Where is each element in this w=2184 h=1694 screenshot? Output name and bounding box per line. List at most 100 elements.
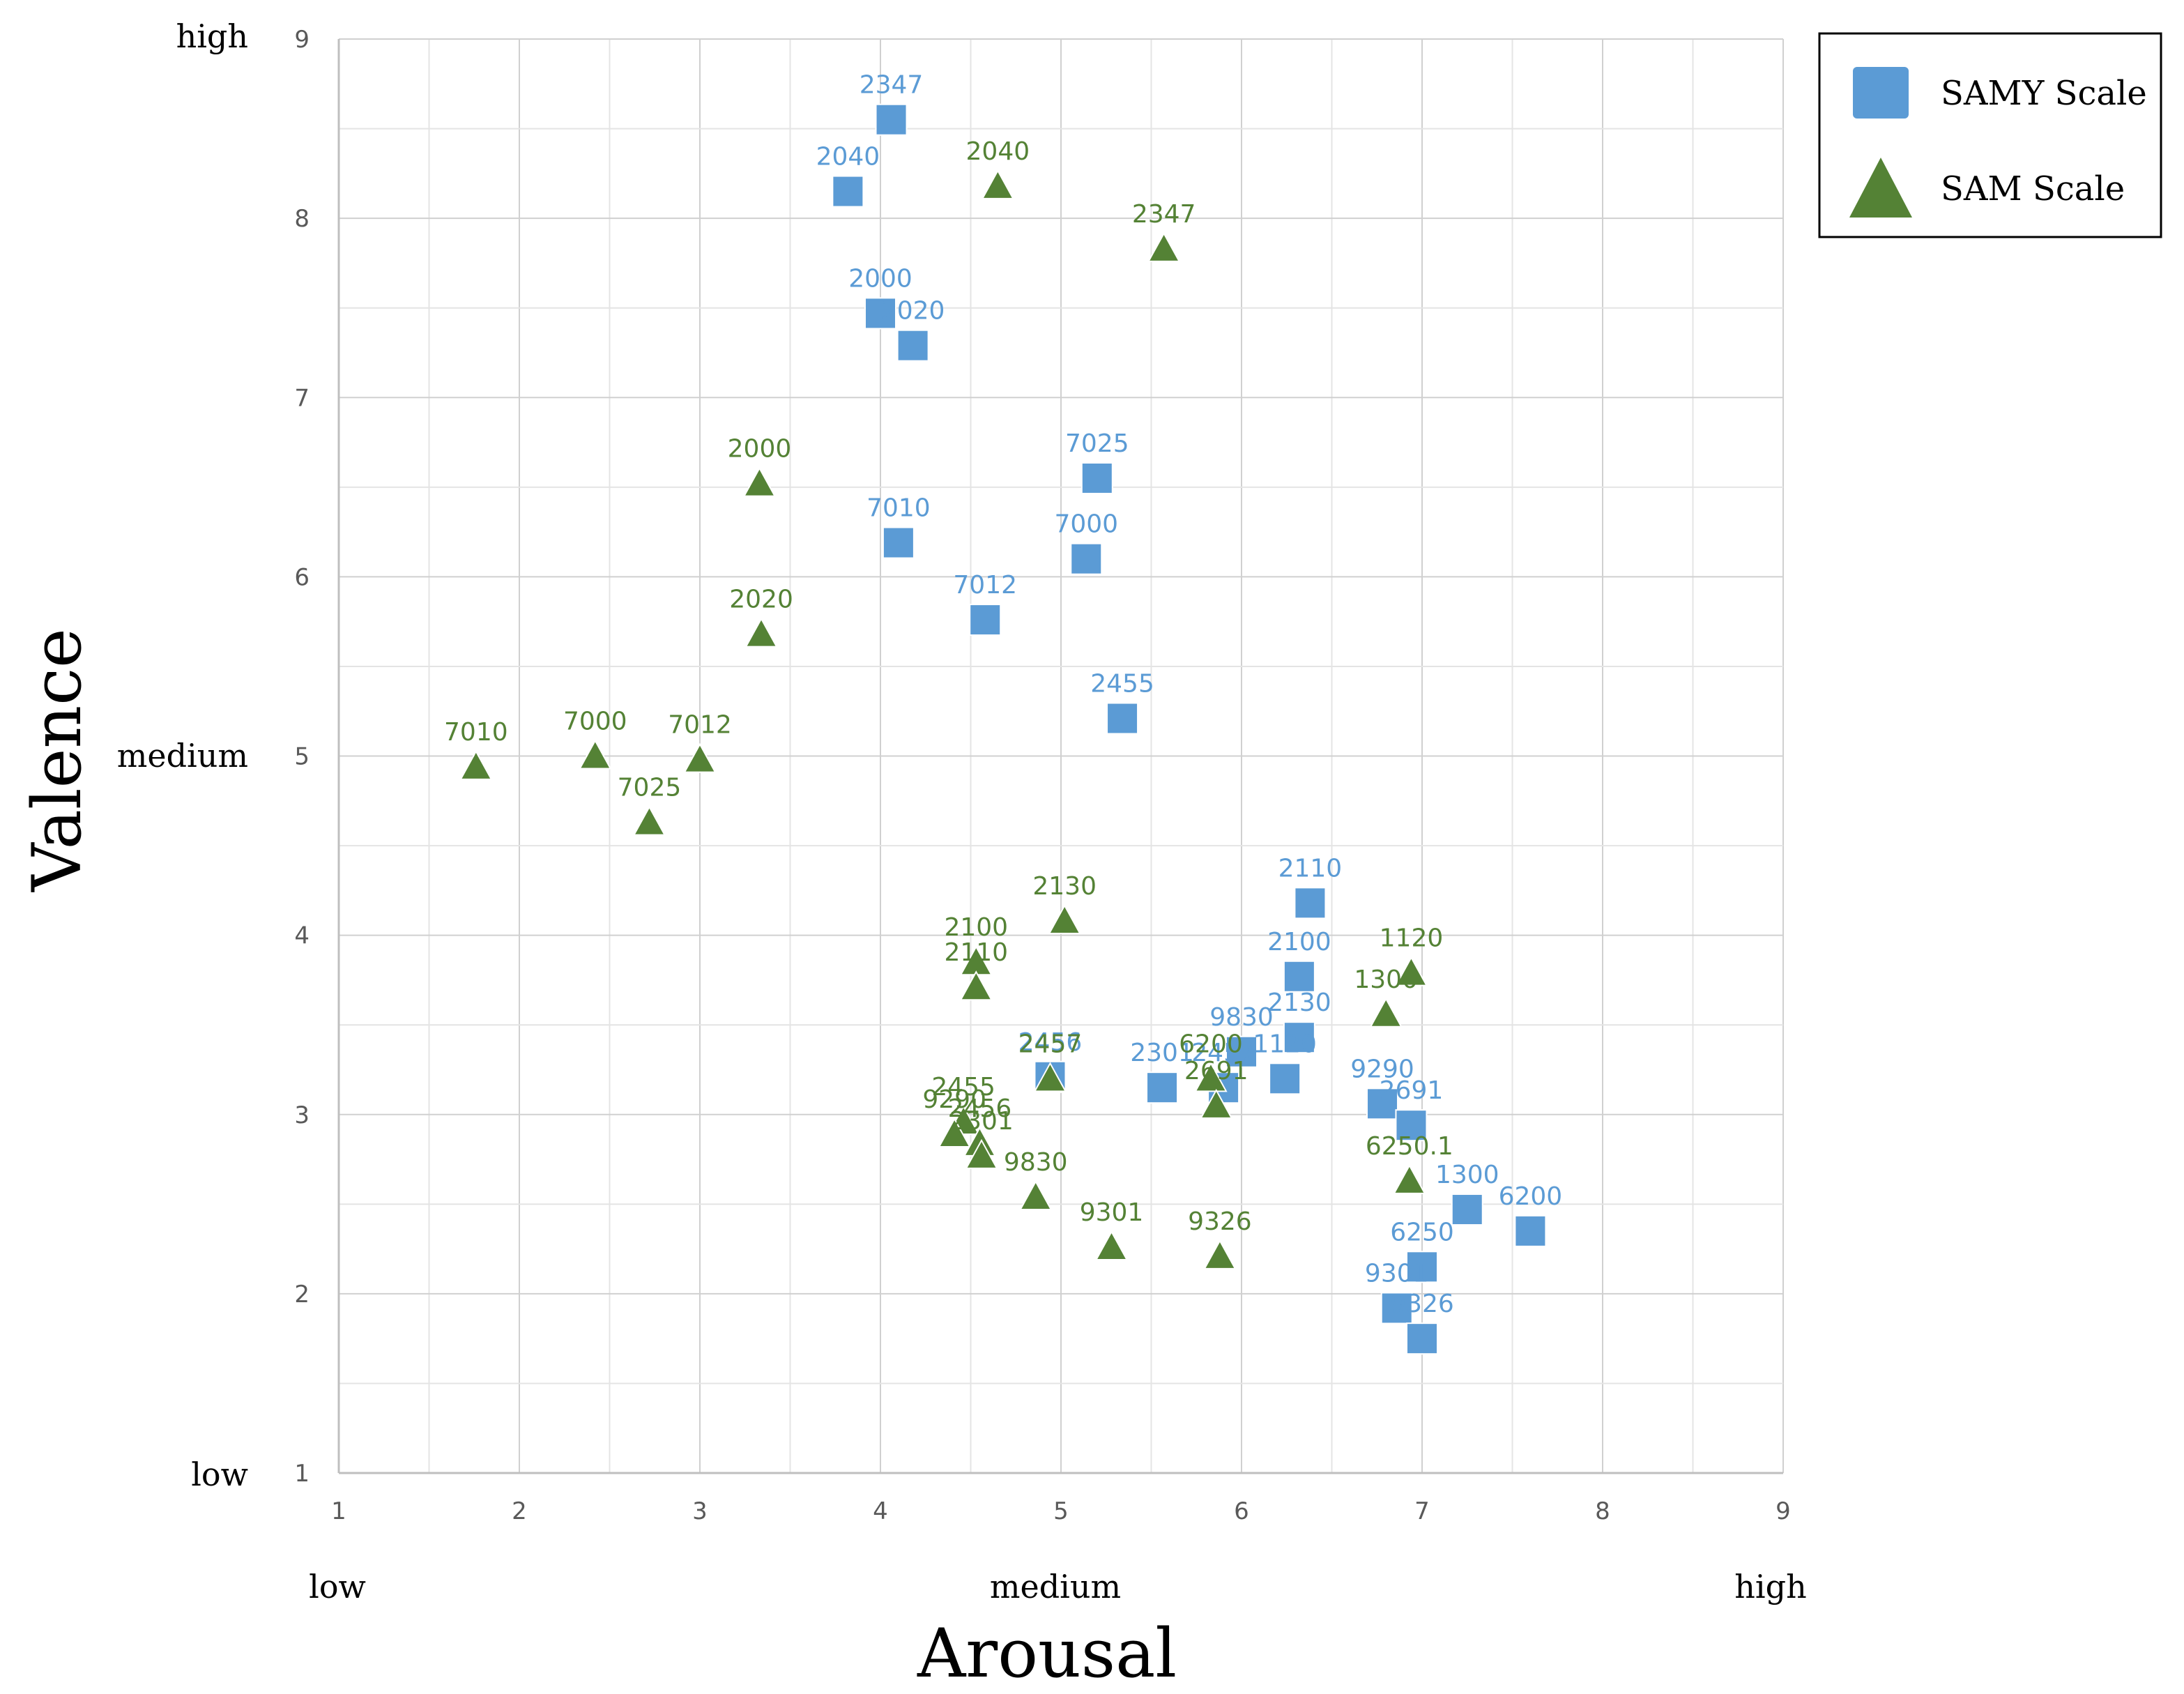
sam-point-label: 2110	[944, 938, 1008, 967]
samy-point-label: 2456	[1018, 1028, 1083, 1057]
sam-point	[1394, 956, 1428, 986]
sam-point	[981, 169, 1015, 199]
samy-point-label: 9326	[1390, 1290, 1454, 1318]
samy-point	[1283, 1021, 1315, 1054]
samy-point	[1406, 1322, 1438, 1355]
sam-point	[1369, 997, 1403, 1028]
sam-point-label: 2455	[931, 1073, 995, 1101]
samy-point-label: 2457	[1191, 1039, 1255, 1067]
sam-point	[1094, 1230, 1129, 1261]
sam-point-label: 2691	[1184, 1057, 1248, 1085]
samy-point	[1380, 1292, 1413, 1325]
samy-point-label: 1120	[1253, 1030, 1317, 1058]
samy-point	[1269, 1062, 1301, 1095]
legend: SAMY Scale SAM Scale	[1818, 32, 2162, 238]
samy-point-label: 7025	[1065, 429, 1129, 458]
samy-point	[1406, 1251, 1438, 1283]
x-tick-label: 4	[873, 1497, 888, 1525]
legend-label-sam: SAM Scale	[1941, 169, 2125, 208]
sam-point-label: 1120	[1380, 924, 1444, 953]
sam-point-label: 2347	[1132, 200, 1196, 229]
samy-point-label: 2000	[848, 264, 912, 293]
samy-point-label: 2130	[1267, 989, 1331, 1017]
sam-point-label: 2456	[948, 1094, 1012, 1123]
samy-point	[1070, 542, 1103, 575]
sam-point-label: 6250.1	[1366, 1132, 1453, 1161]
samy-point	[832, 175, 864, 208]
samy-point-label: 2455	[1090, 670, 1154, 699]
samy-point-label: 9290	[1350, 1055, 1414, 1083]
samy-point-label: 7012	[953, 571, 1017, 600]
samy-point-label: 7000	[1054, 510, 1118, 539]
samy-point-label: 2020	[881, 297, 945, 326]
x-tick-label: 7	[1414, 1497, 1430, 1525]
samy-point	[1514, 1214, 1547, 1247]
sam-point	[1019, 1180, 1053, 1211]
x-tick-label: 9	[1776, 1497, 1791, 1525]
data-points: 2347 2040 2000 2020 7025 7010 7000 7012 2455 2110…	[444, 71, 1562, 1355]
sam-point-label: 9290	[922, 1085, 986, 1114]
samy-point	[1451, 1193, 1483, 1226]
samy-point-label: 9301	[1365, 1259, 1429, 1288]
samy-point-label: 2347	[860, 71, 924, 100]
sam-point-label: 2000	[728, 435, 792, 464]
sam-point-label: 2457	[1018, 1030, 1083, 1058]
samy-point-label: 9830	[1209, 1003, 1274, 1032]
sam-point	[1203, 1239, 1237, 1269]
y-tick-label: 3	[294, 1101, 310, 1129]
sam-point-label: 9301	[1080, 1198, 1144, 1227]
sam-point-label: 9830	[1004, 1148, 1068, 1177]
x-tick-label: 8	[1595, 1497, 1610, 1525]
samy-point	[1294, 887, 1327, 920]
x-tick-label: 1	[331, 1497, 346, 1525]
tick-labels: 1 2 3 4 5 6 7 8 9 1 2 3 4 5 6 7 8 9	[294, 26, 1790, 1525]
samy-point	[969, 604, 1002, 636]
sam-point	[744, 617, 778, 648]
sam-point	[1200, 1088, 1233, 1119]
x-tick-label: 2	[512, 1497, 527, 1525]
sam-point	[1194, 1062, 1228, 1092]
y-tick-label: 7	[294, 384, 310, 412]
samy-point	[1395, 1109, 1428, 1142]
legend-label-samy: SAMY Scale	[1941, 74, 2147, 113]
x-tick-label: 3	[692, 1497, 708, 1525]
y-tick-label: 1	[294, 1460, 310, 1488]
samy-point	[896, 329, 929, 362]
samy-point	[864, 297, 896, 330]
samy-point-label: 2301	[1130, 1039, 1194, 1067]
sam-point-label: 9326	[1188, 1207, 1252, 1236]
sam-point-label: 2040	[966, 137, 1030, 166]
samy-point	[1146, 1071, 1179, 1104]
y-level-high: high	[176, 17, 248, 55]
samy-point	[882, 526, 915, 559]
sam-point	[579, 739, 612, 770]
legend-square-icon	[1853, 67, 1909, 119]
sam-point-label: 7025	[618, 774, 682, 802]
samy-point	[1080, 461, 1113, 494]
samy-point	[1106, 702, 1139, 735]
y-tick-label: 4	[294, 922, 310, 950]
y-tick-label: 8	[294, 205, 310, 233]
sam-point	[459, 749, 493, 780]
legend-triangle-icon	[1849, 158, 1912, 218]
sam-point-label: 7000	[563, 708, 627, 736]
sam-point-label: 2301	[949, 1107, 1014, 1136]
x-axis-title: Arousal	[917, 1615, 1177, 1693]
samy-point-label: 6250	[1390, 1218, 1454, 1246]
x-tick-label: 5	[1053, 1497, 1069, 1525]
sam-point-label: 1300	[1354, 966, 1418, 994]
sam-point-label: 2130	[1032, 872, 1097, 901]
samy-point-label: 2691	[1380, 1076, 1444, 1105]
sam-point	[1033, 1062, 1067, 1092]
sam-point-label: 6200	[1179, 1030, 1243, 1058]
y-level-medium: medium	[117, 737, 248, 774]
y-tick-label: 2	[294, 1281, 310, 1308]
sam-point	[742, 466, 777, 497]
sam-point	[683, 742, 717, 773]
y-tick-label: 9	[294, 26, 310, 54]
samy-point-label: 1300	[1435, 1161, 1499, 1189]
y-tick-label: 6	[294, 563, 310, 591]
axes	[337, 39, 1783, 1474]
